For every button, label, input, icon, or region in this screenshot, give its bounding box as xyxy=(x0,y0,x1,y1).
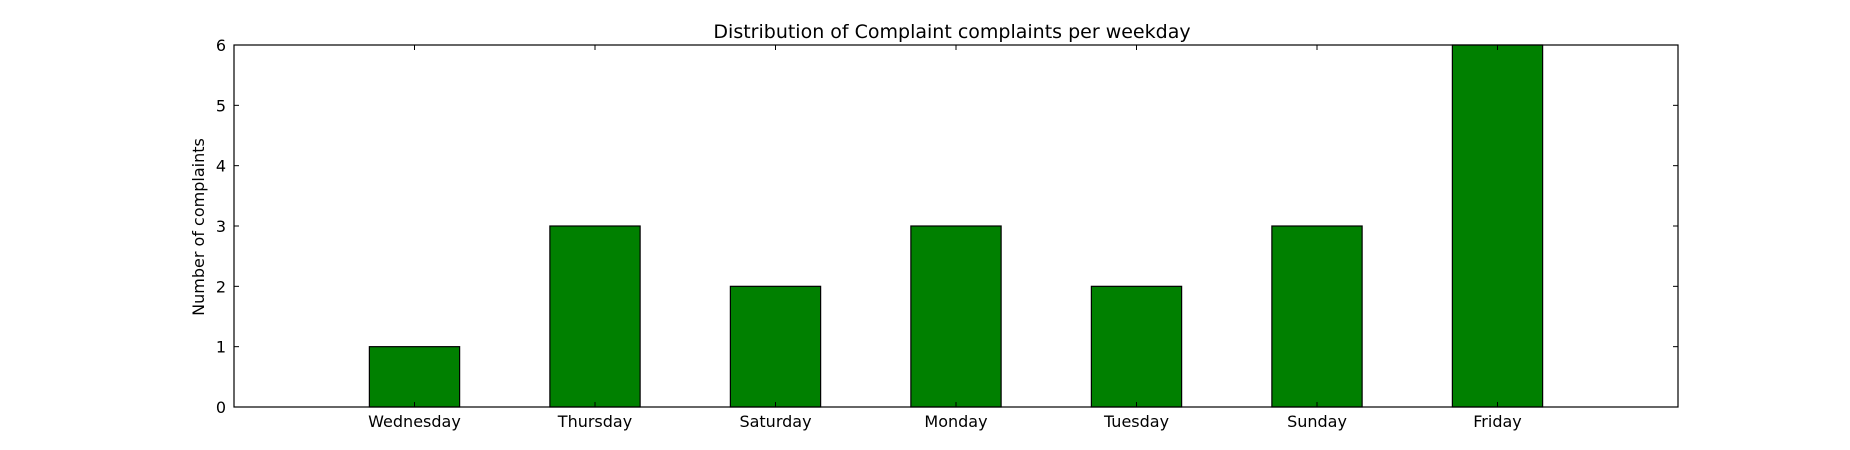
y-tick-label: 0 xyxy=(216,398,226,417)
y-tick-label: 2 xyxy=(216,277,226,296)
x-tick-label: Tuesday xyxy=(1103,412,1169,431)
bar-monday xyxy=(910,225,1002,408)
ticks-layer: Wednesday Thursday Saturday Monday Tuesday Su… xyxy=(216,36,1678,431)
y-tick-label: 4 xyxy=(216,157,226,176)
x-tick-label: Monday xyxy=(924,412,987,431)
x-tick-label: Sunday xyxy=(1287,412,1347,431)
bar-sunday xyxy=(1271,225,1363,408)
bar-wednesday xyxy=(368,346,461,408)
x-tick-label: Saturday xyxy=(739,412,811,431)
bars-layer xyxy=(368,44,1544,408)
chart-title: Distribution of Complaint complaints per… xyxy=(713,21,1190,43)
bar-tuesday xyxy=(1090,285,1183,408)
bar-saturday xyxy=(729,285,822,408)
y-tick-label: 6 xyxy=(216,36,226,55)
y-tick-label: 5 xyxy=(216,96,226,115)
plot-frame xyxy=(233,44,1679,408)
y-axis-label: Number of complaints xyxy=(189,138,208,316)
bar-friday xyxy=(1451,44,1544,408)
x-tick-label: Thursday xyxy=(557,412,632,431)
x-tick-label: Wednesday xyxy=(368,412,461,431)
y-tick-label: 1 xyxy=(216,338,226,357)
x-tick-label: Friday xyxy=(1473,412,1522,431)
bar-thursday xyxy=(549,225,641,408)
y-tick-label: 3 xyxy=(216,217,226,236)
